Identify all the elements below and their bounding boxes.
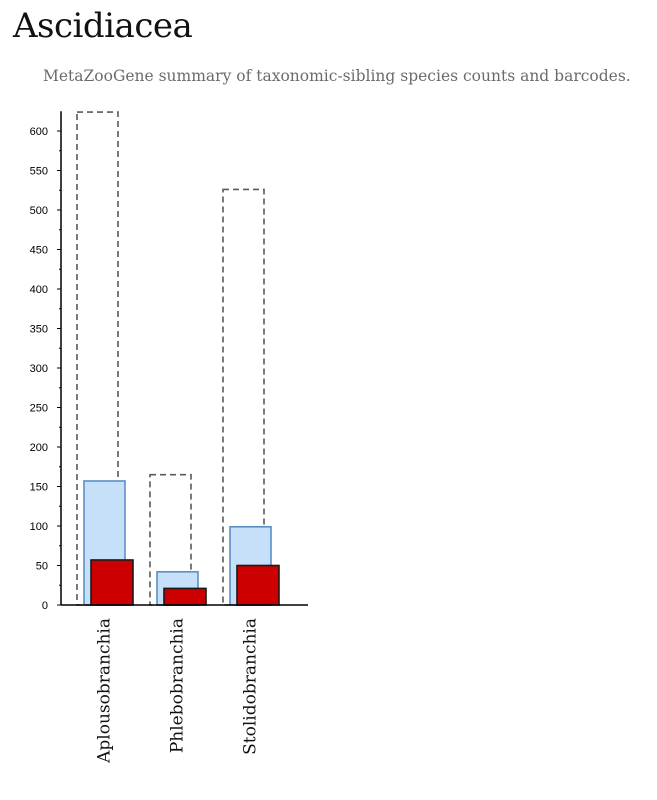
y-tick-label-150: 150 (30, 482, 48, 494)
y-tick-label-200: 200 (30, 442, 48, 454)
category-label-aplousobranchia: Aplousobranchia (95, 618, 115, 764)
y-tick-label-100: 100 (30, 521, 48, 533)
y-tick-label-550: 550 (30, 166, 48, 178)
y-tick-label-250: 250 (30, 403, 48, 415)
category-labels: Aplousobranchia Phlebobranchia Stolidobran… (95, 618, 261, 764)
total-bar-stolidobranchia (222, 188, 265, 606)
y-tick-label-350: 350 (30, 324, 48, 336)
bars-layer (76, 111, 280, 606)
page-title: Ascidiacea (13, 6, 193, 46)
page-subtitle: MetaZooGene summary of taxonomic-sibling… (43, 67, 631, 85)
category-label-stolidobranchia: Stolidobranchia (241, 618, 261, 755)
y-tick-label-500: 500 (30, 205, 48, 217)
y-tick-label-300: 300 (30, 363, 48, 375)
y-tick-label-0: 0 (42, 600, 48, 612)
y-tick-label-450: 450 (30, 245, 48, 257)
y-tick-label-400: 400 (30, 284, 48, 296)
barcode-bar-aplousobranchia (90, 559, 134, 606)
y-tick-label-50: 50 (36, 561, 48, 573)
barcode-bar-phlebobranchia (163, 587, 207, 606)
barcode-bar-stolidobranchia (236, 564, 280, 606)
y-axis: 0 50 100 150 200 250 300 350 400 450 500 550 600 (30, 111, 308, 612)
y-tick-label-600: 600 (30, 126, 48, 138)
category-label-phlebobranchia: Phlebobranchia (168, 618, 188, 753)
